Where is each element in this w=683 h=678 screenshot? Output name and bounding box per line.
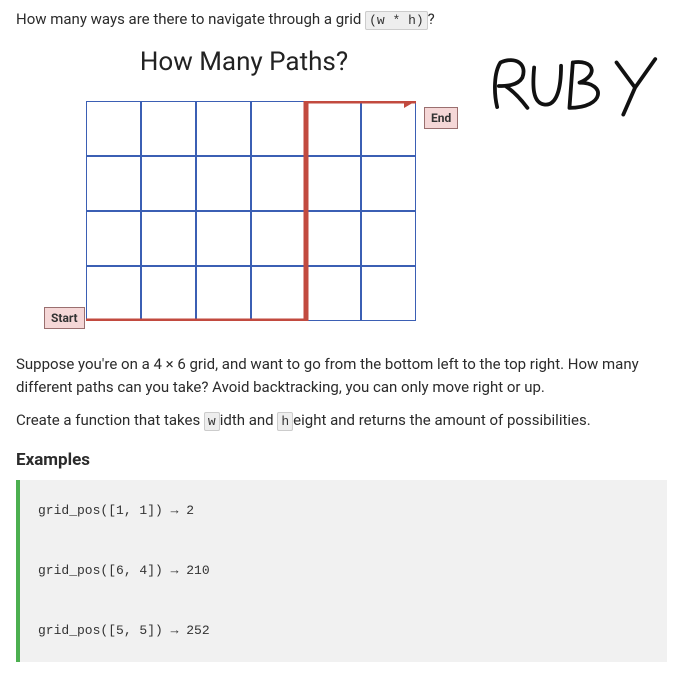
examples-heading: Examples (16, 450, 667, 470)
question-code: (w * h) (365, 11, 428, 30)
para2-code-w: w (204, 412, 220, 431)
ruby-handwriting (482, 51, 667, 121)
para2-mid2: eight and returns the amount of possibil… (293, 411, 591, 429)
paragraph-2: Create a function that takes width and h… (16, 409, 667, 432)
end-tag: End (424, 107, 458, 129)
start-tag: Start (44, 307, 85, 329)
ruby-label-wrap (482, 41, 667, 125)
question-after: ? (428, 10, 435, 28)
para2-mid1: idth and (220, 411, 278, 429)
question-text: How many ways are there to navigate thro… (16, 8, 667, 31)
grid-svg (86, 101, 416, 321)
diagram-row: How Many Paths? Start End (16, 41, 667, 341)
grid-diagram: How Many Paths? Start End (16, 41, 472, 341)
paragraph-1: Suppose you're on a 4 × 6 grid, and want… (16, 353, 667, 400)
diagram-title: How Many Paths? (16, 47, 472, 77)
para2-code-h: h (277, 412, 293, 431)
para2-before: Create a function that takes (16, 411, 204, 429)
question-before: How many ways are there to navigate thro… (16, 10, 365, 28)
examples-codeblock: grid_pos([1, 1]) → 2 grid_pos([6, 4]) → … (16, 480, 667, 661)
